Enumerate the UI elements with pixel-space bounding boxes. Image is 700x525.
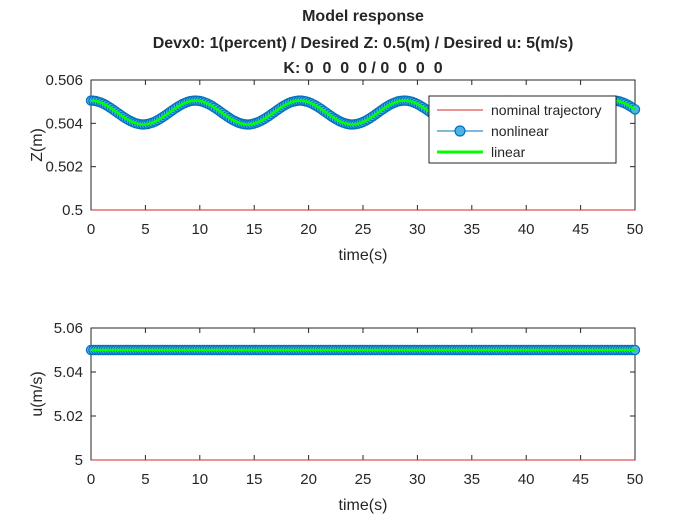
x-axis-label: time(s) (339, 247, 388, 264)
x-axis-label: time(s) (339, 497, 388, 514)
series-group (85, 344, 641, 461)
x-tick-label: 20 (300, 221, 317, 238)
y-tick-label: 5.02 (54, 408, 83, 425)
legend-swatch-nonlinear-marker (454, 125, 466, 137)
legend: nominal trajectory nonlinear linear (428, 95, 617, 164)
x-tick-label: 40 (518, 221, 535, 238)
y-tick-label: 0.5 (62, 202, 83, 219)
x-tick-label: 45 (572, 221, 589, 238)
x-tick-label: 35 (463, 221, 480, 238)
x-tick-label: 30 (409, 221, 426, 238)
x-tick-label: 5 (141, 221, 149, 238)
y-axis-label: Z(m) (29, 128, 46, 162)
x-tick-label: 10 (191, 471, 208, 488)
figure-title: Model response Devx0: 1(percent) / Desir… (153, 8, 574, 77)
legend-label: nonlinear (491, 123, 549, 139)
title-line-3: K: 0 0 0 0 / 0 0 0 0 (283, 60, 442, 77)
legend-label: nominal trajectory (491, 102, 602, 118)
x-tick-label: 30 (409, 471, 426, 488)
y-tick-label: 5.04 (54, 364, 83, 381)
y-tick-label: 0.502 (45, 159, 83, 176)
title-line-1: Model response (302, 8, 424, 25)
u-response-axes: 0 5 10 15 20 25 30 35 40 45 5055.025.045.06time(s)… (29, 320, 643, 514)
y-tick-label: 0.504 (45, 115, 83, 132)
x-tick-label: 15 (246, 221, 263, 238)
x-tick-label: 45 (572, 471, 589, 488)
y-tick-label: 5 (75, 452, 83, 469)
x-tick-label: 0 (87, 221, 95, 238)
y-axis-label: u(m/s) (29, 371, 46, 416)
x-tick-label: 50 (627, 221, 644, 238)
legend-label: linear (491, 144, 526, 160)
x-tick-label: 5 (141, 471, 149, 488)
y-tick-label: 5.06 (54, 320, 83, 337)
x-tick-label: 50 (627, 471, 644, 488)
x-tick-label: 15 (246, 471, 263, 488)
x-tick-label: 10 (191, 221, 208, 238)
x-tick-label: 25 (355, 471, 372, 488)
x-tick-label: 35 (463, 471, 480, 488)
title-line-2: Devx0: 1(percent) / Desired Z: 0.5(m) / … (153, 35, 574, 52)
x-tick-label: 40 (518, 471, 535, 488)
x-tick-label: 25 (355, 221, 372, 238)
x-tick-label: 20 (300, 471, 317, 488)
y-tick-label: 0.506 (45, 72, 83, 89)
x-tick-label: 0 (87, 471, 95, 488)
z-response-axes: 0 5 10 15 20 25 30 35 40 45 50 0.5 0.502 0.504 0.506 ti… (29, 72, 643, 264)
